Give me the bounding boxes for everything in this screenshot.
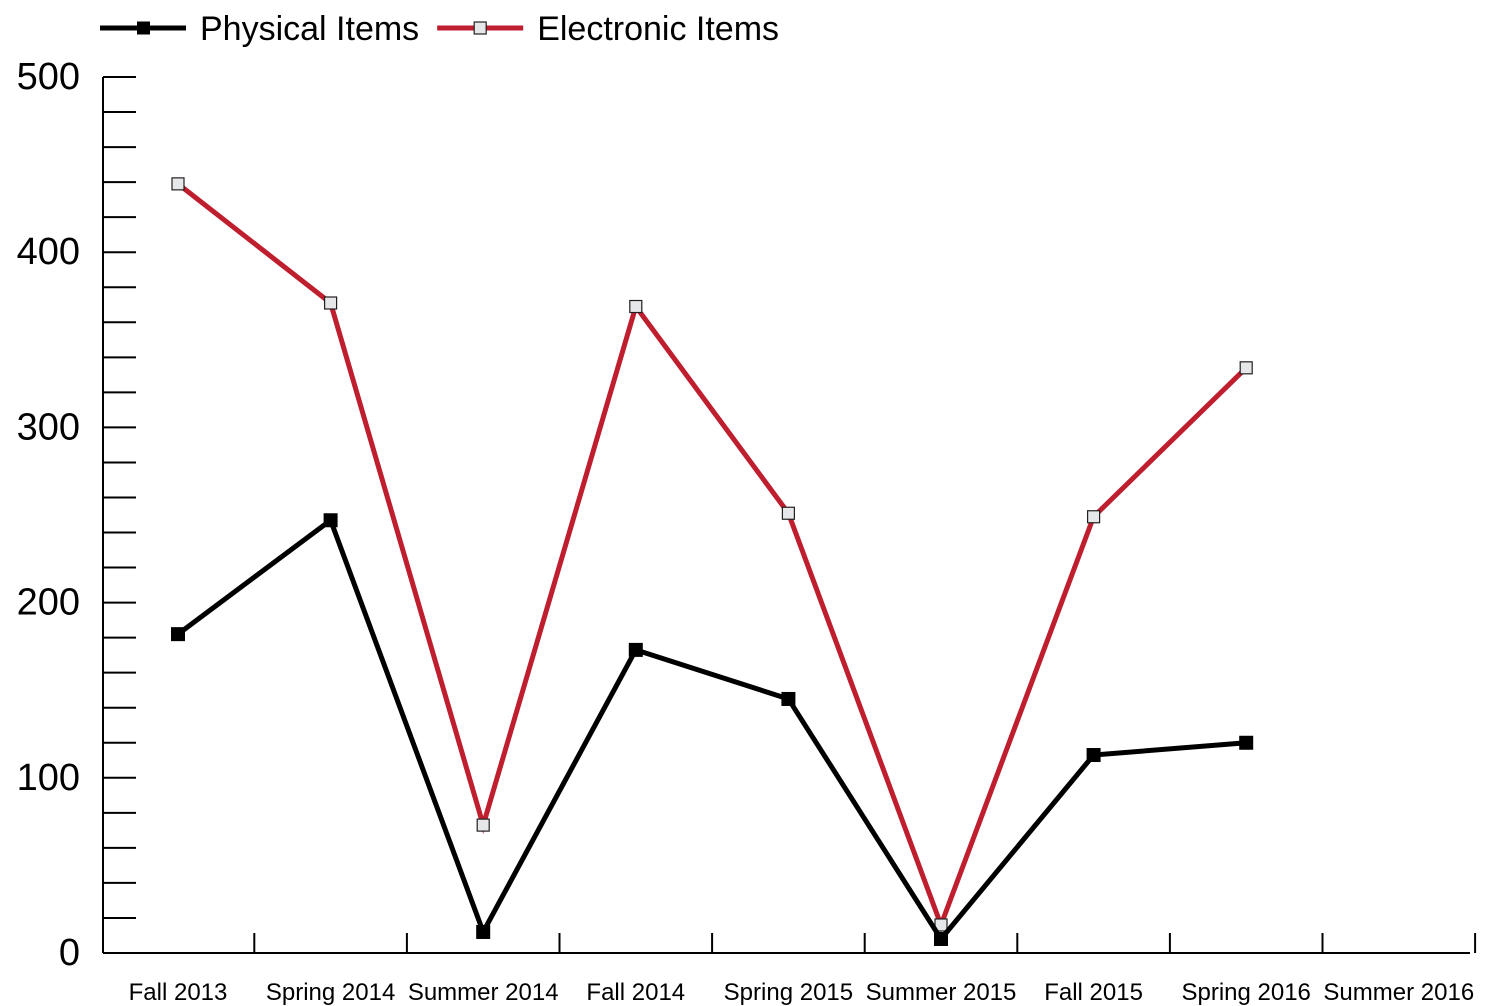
x-tick-label: Spring 2016 (1181, 979, 1310, 1006)
x-tick-label: Spring 2014 (266, 979, 395, 1006)
y-tick-label: 0 (59, 932, 80, 974)
legend-item: Electronic Items (437, 10, 779, 48)
x-tick-label: Summer 2014 (408, 979, 559, 1006)
data-point (171, 177, 185, 191)
y-tick-label: 500 (17, 56, 80, 98)
data-point (476, 818, 490, 832)
series-electronic-items (171, 177, 1253, 933)
series-line (176, 181, 1248, 933)
legend-marker (473, 21, 487, 35)
data-point (1086, 748, 1101, 763)
legend-swatch (100, 21, 186, 35)
data-point (324, 296, 338, 310)
data-point (1239, 361, 1253, 375)
series-layer (171, 177, 1254, 946)
x-tick-label: Fall 2014 (586, 979, 685, 1006)
data-point (323, 513, 338, 528)
data-point (781, 506, 796, 520)
x-axis: Fall 2013 Spring 2014 Summer 2014 Fall 2014… (103, 933, 1477, 1006)
x-tick-label: Spring 2015 (724, 979, 853, 1006)
data-point (781, 691, 796, 706)
x-tick-label: Summer 2016 (1323, 979, 1474, 1006)
y-tick-label: 300 (17, 406, 80, 448)
y-tick-label: 400 (17, 231, 80, 273)
legend-item: Physical Items (100, 10, 419, 48)
data-point (934, 931, 948, 946)
x-tick-label: Fall 2015 (1044, 979, 1143, 1006)
y-tick-label: 200 (17, 582, 80, 624)
series-line (176, 516, 1247, 944)
legend-label: Electronic Items (537, 10, 779, 48)
y-tick-label: 100 (17, 757, 80, 799)
legend-label: Physical Items (200, 10, 419, 48)
series-physical-items (171, 513, 1254, 946)
chart-legend: Physical Items Electronic Items (100, 10, 779, 48)
data-point (476, 924, 491, 939)
data-point (1086, 510, 1101, 524)
data-point (171, 627, 185, 642)
data-point (629, 299, 643, 314)
y-axis: 0 100 200 300 400 500 (17, 56, 136, 974)
legend-swatch (437, 21, 524, 35)
data-point (1239, 735, 1254, 750)
data-point (628, 642, 643, 657)
x-tick-label: Summer 2015 (866, 979, 1017, 1006)
x-tick-label: Fall 2013 (129, 979, 228, 1006)
legend-marker (137, 21, 150, 35)
